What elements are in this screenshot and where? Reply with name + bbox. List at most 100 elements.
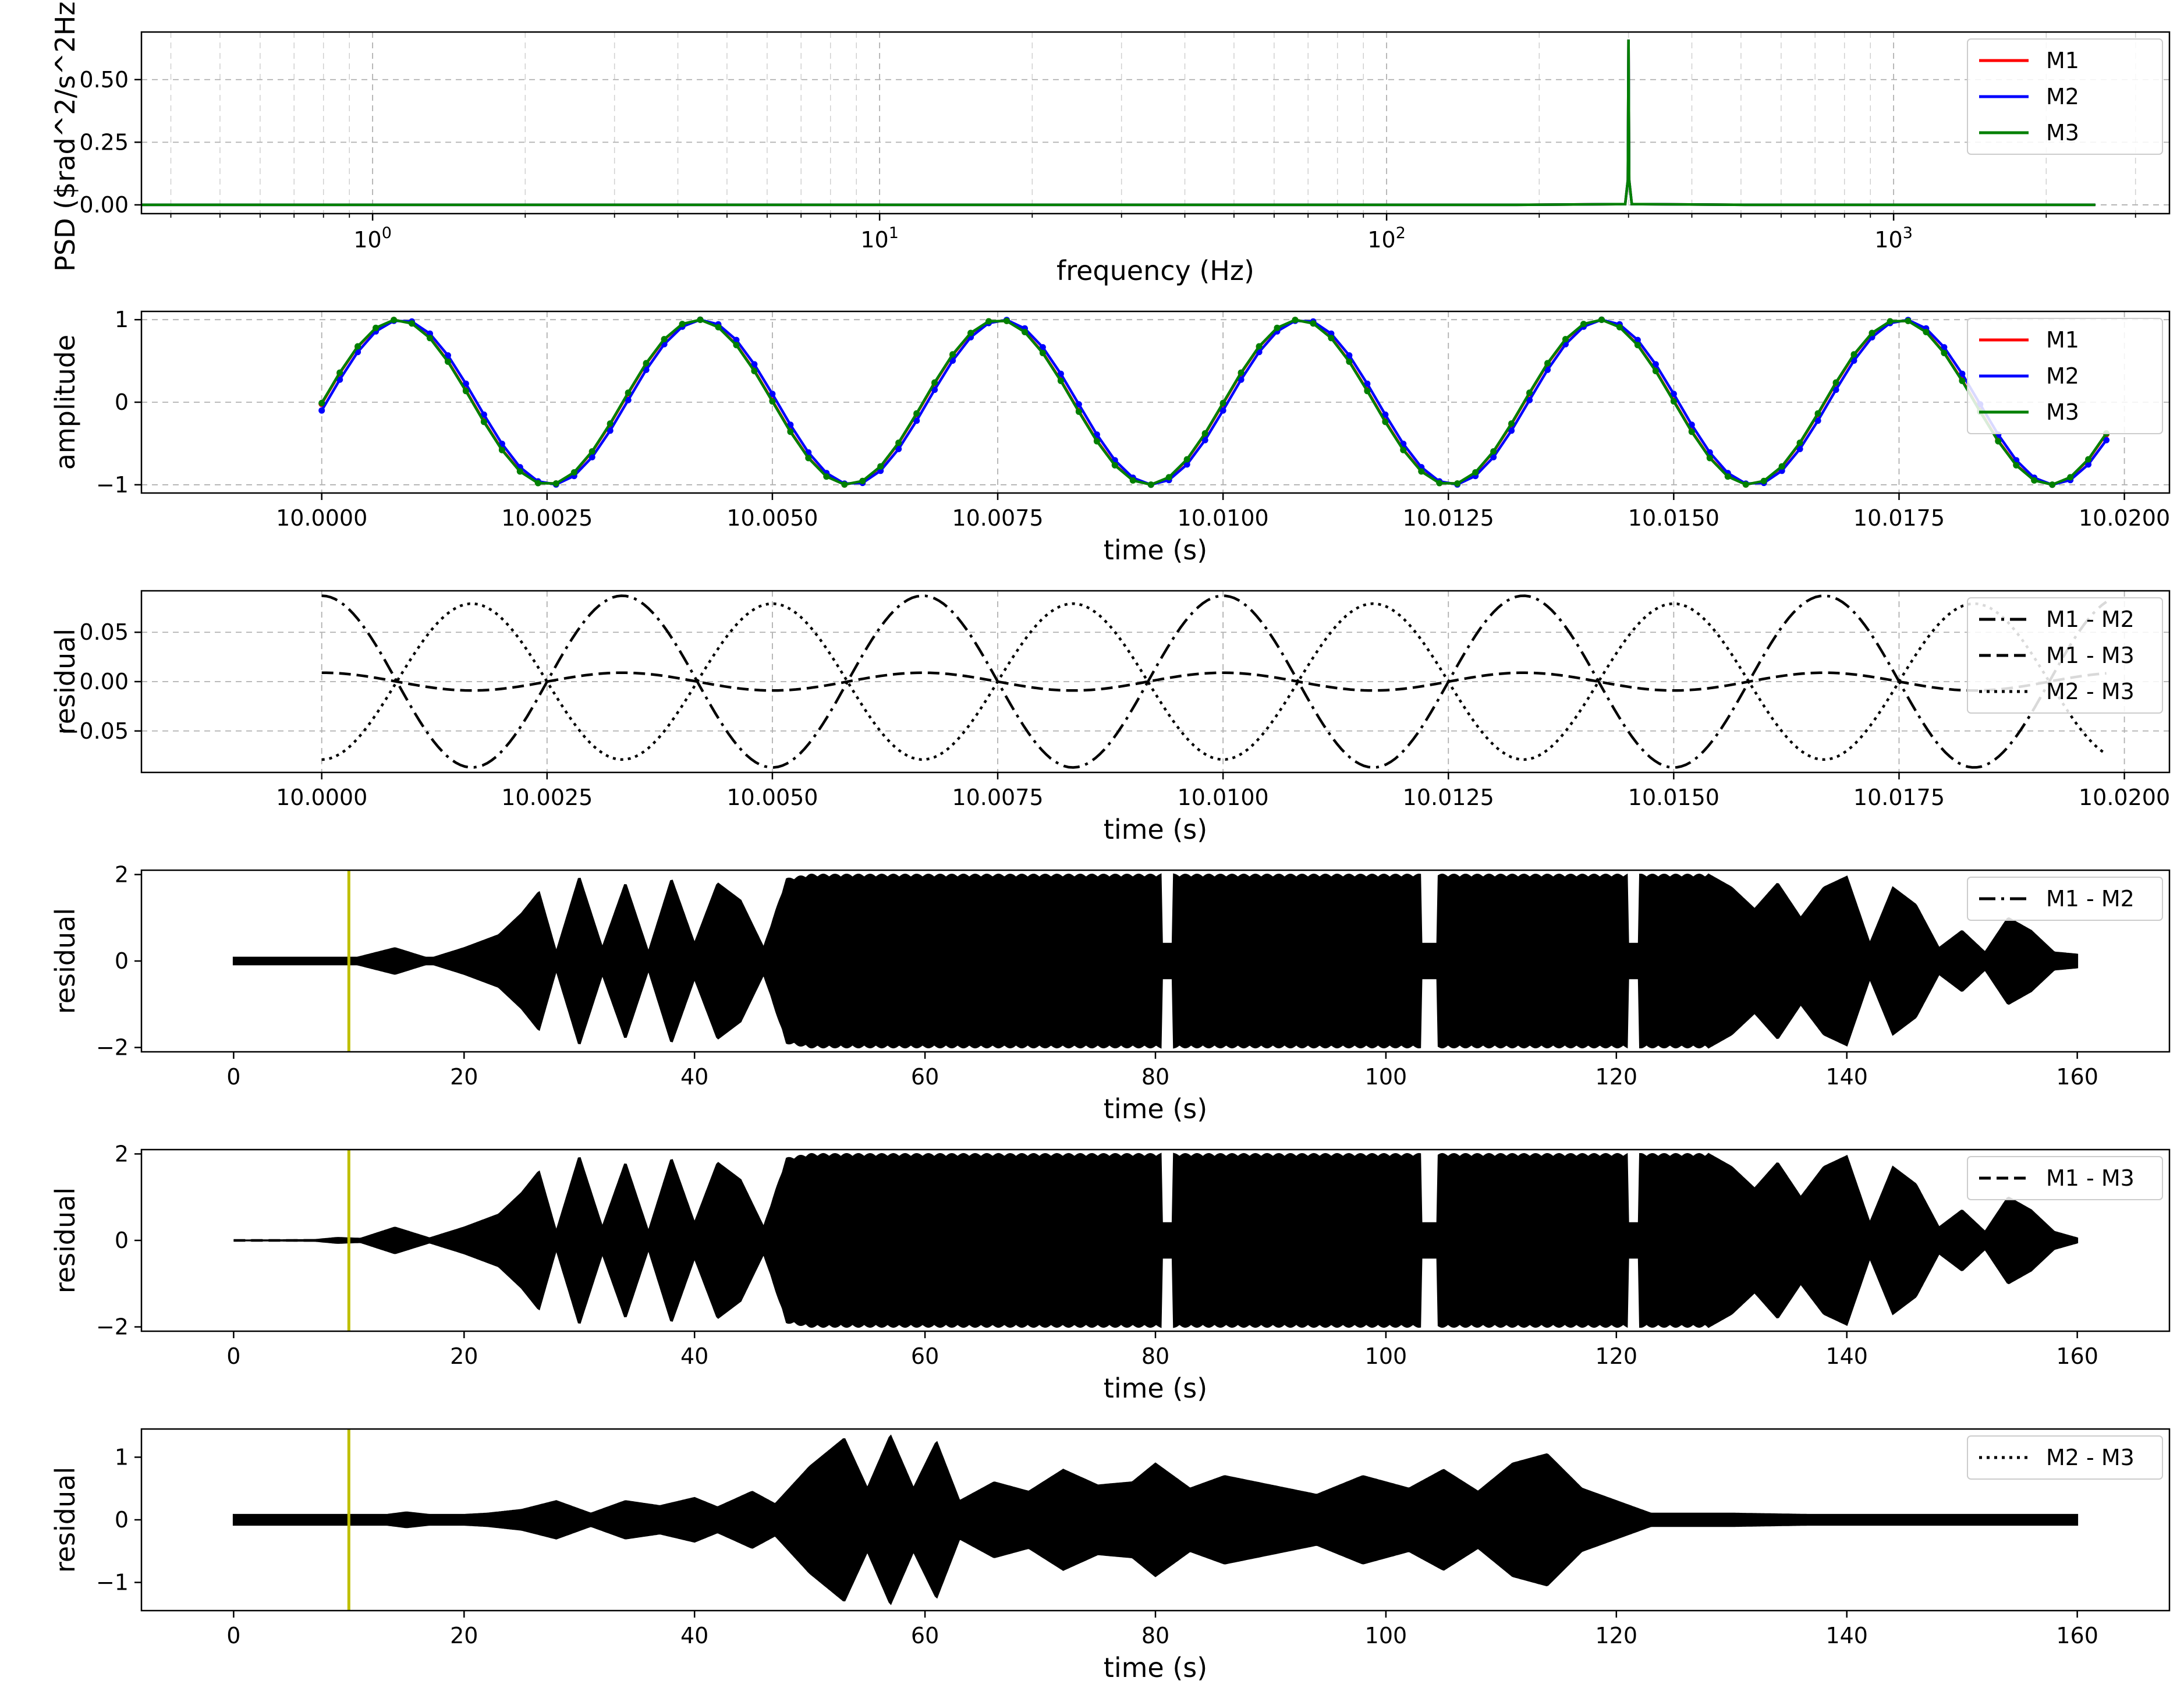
amplitude-sample-point <box>1670 391 1677 398</box>
x-tick-label: 40 <box>680 1623 708 1648</box>
x-tick-label: 10.0075 <box>952 785 1043 810</box>
x-tick-label: 160 <box>2056 1343 2098 1369</box>
plot-frame <box>140 31 2171 215</box>
amplitude-sample-point <box>643 360 650 367</box>
y-tick-label: −2 <box>96 1035 129 1061</box>
amplitude-sample-point <box>2085 456 2092 463</box>
x-tick-label: 40 <box>680 1064 708 1090</box>
amplitude-sample-point <box>1544 360 1551 367</box>
residual-envelope <box>233 1153 2079 1328</box>
amplitude-sample-point <box>498 446 505 453</box>
amplitude-sample-point <box>318 407 325 414</box>
amplitude-sample-point <box>409 320 415 327</box>
amplitude-sample-point <box>1310 320 1317 327</box>
x-axis-label: time (s) <box>1104 814 1207 845</box>
y-tick-label: 0.50 <box>79 67 129 93</box>
amplitude-sample-point <box>1436 480 1443 487</box>
amplitude-sample-point <box>1292 317 1299 324</box>
amplitude-sample-point <box>985 318 992 325</box>
x-tick-label: 10.0150 <box>1628 505 1719 531</box>
amplitude-sample-point <box>445 352 451 359</box>
amplitude-sample-point <box>534 480 541 487</box>
amplitude-series-m3 <box>320 318 2108 486</box>
amplitude-sample-point <box>2031 477 2038 484</box>
plot-frame <box>140 1428 2171 1612</box>
x-tick-label: 10.0175 <box>1853 505 1945 531</box>
y-tick-label: 0.00 <box>79 669 129 694</box>
amplitude-sample-point <box>715 324 722 331</box>
x-tick-label: 60 <box>911 1064 939 1090</box>
legend-label: M1 - M2 <box>2046 607 2135 632</box>
amplitude-sample-point <box>2085 461 2092 468</box>
amplitude-sample-point <box>1454 480 1461 487</box>
y-tick-label: −1 <box>96 1570 129 1595</box>
amplitude-sample-point <box>1562 336 1569 343</box>
x-tick-label: 160 <box>2056 1623 2098 1648</box>
y-tick-label: 0 <box>115 1228 129 1253</box>
amplitude-sample-point <box>1129 477 1136 484</box>
y-tick-label: 0.00 <box>79 192 129 218</box>
legend-label: M1 - M3 <box>2046 643 2135 668</box>
amplitude-sample-point <box>1652 368 1659 374</box>
x-tick-label: 20 <box>450 1064 478 1090</box>
y-tick-label: 2 <box>115 861 129 887</box>
legend-label: M3 <box>2046 399 2079 425</box>
amplitude-sample-point <box>1382 419 1389 426</box>
amplitude-sample-point <box>733 342 740 349</box>
x-axis-label: frequency (Hz) <box>1056 255 1254 286</box>
amplitude-sample-point <box>1364 380 1371 387</box>
amplitude-sample-point <box>607 427 614 434</box>
amplitude-sample-point <box>1022 329 1028 335</box>
residual-series <box>321 671 2107 692</box>
amplitude-sample-point <box>1238 369 1245 376</box>
x-tick-label: 10.0125 <box>1403 785 1494 810</box>
x-tick-label: 140 <box>1825 1064 1868 1090</box>
amplitude-sample-point <box>1905 317 1912 324</box>
x-tick-label: 100 <box>1365 1064 1407 1090</box>
amplitude-sample-point <box>1382 411 1389 418</box>
x-tick-label: 103 <box>1874 224 1913 253</box>
amplitude-sample-point <box>1238 376 1245 383</box>
amplitude-sample-point <box>625 389 632 396</box>
amplitude-sample-point <box>1111 462 1118 469</box>
legend-box <box>1967 877 2163 921</box>
x-tick-label: 120 <box>1596 1623 1638 1648</box>
amplitude-sample-point <box>336 369 343 376</box>
amplitude-sample-point <box>1400 446 1407 453</box>
x-tick-label: 40 <box>680 1343 708 1369</box>
legend-box <box>1967 38 2163 155</box>
plot-frame <box>140 590 2171 774</box>
residual-zoom-chart: 10.0000 10.0025 10.0050 10.0075 10.0100 10.01… <box>49 590 2171 845</box>
amplitude-sample-point <box>427 335 433 342</box>
amplitude-sample-point <box>1688 421 1695 428</box>
amplitude-sample-point <box>1616 324 1623 331</box>
x-axis-label: time (s) <box>1104 534 1207 566</box>
y-axis-label: residual <box>49 1467 81 1573</box>
amplitude-sample-point <box>1418 468 1425 475</box>
amplitude-sample-point <box>769 391 776 398</box>
x-tick-label: 101 <box>860 224 899 253</box>
amplitude-sample-point <box>967 329 974 336</box>
residual-envelope <box>232 873 2079 1049</box>
amplitude-sample-point <box>931 379 938 386</box>
x-tick-label: 102 <box>1367 224 1406 253</box>
amplitude-sample-point <box>1598 316 1605 323</box>
residual-series <box>321 602 2107 761</box>
amplitude-sample-point <box>1039 350 1046 356</box>
y-tick-label: 0.25 <box>79 129 129 155</box>
x-tick-label: 10.0025 <box>501 785 593 810</box>
y-tick-label: −2 <box>96 1314 129 1340</box>
x-tick-label: 100 <box>1365 1343 1407 1369</box>
x-tick-label: 10.0100 <box>1178 785 1269 810</box>
amplitude-sample-point <box>931 387 938 393</box>
amplitude-sample-point <box>859 477 866 484</box>
legend-label: M1 - M3 <box>2046 1165 2135 1191</box>
amplitude-series-m2 <box>320 318 2108 487</box>
amplitude-sample-point <box>1652 361 1659 368</box>
amplitude-sample-point <box>1201 437 1208 444</box>
x-tick-label: 10.0200 <box>2079 505 2170 531</box>
amplitude-sample-point <box>1057 370 1064 377</box>
amplitude-chart: 10.0000 10.0025 10.0050 10.0075 10.0100 10.01… <box>49 307 2171 566</box>
x-tick-label: 10.0075 <box>952 505 1043 531</box>
